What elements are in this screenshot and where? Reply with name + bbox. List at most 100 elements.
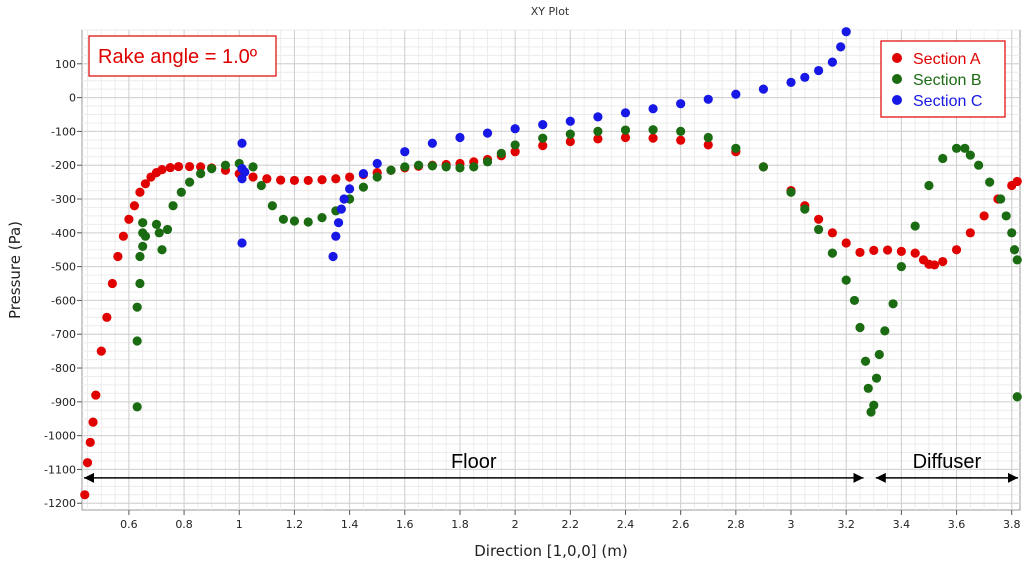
data-point: [132, 336, 142, 346]
data-point: [469, 162, 479, 172]
data-point: [278, 214, 288, 224]
data-point: [162, 224, 173, 235]
data-point: [138, 241, 148, 251]
data-point: [151, 219, 162, 229]
data-point: [871, 373, 882, 383]
data-point: [91, 390, 101, 400]
data-point: [827, 248, 838, 258]
x-tick-label: 2.4: [617, 518, 635, 531]
data-point: [841, 238, 851, 248]
legend: Section A Section B Section C: [880, 40, 1006, 118]
data-point: [882, 245, 893, 255]
data-point: [896, 262, 906, 272]
data-point: [676, 135, 686, 145]
data-point: [82, 458, 93, 468]
data-point: [538, 141, 548, 151]
data-point: [237, 138, 247, 148]
data-point: [132, 302, 142, 312]
data-point: [138, 218, 148, 228]
data-point: [758, 84, 769, 94]
data-point: [157, 245, 167, 255]
data-point: [184, 177, 195, 187]
legend-marker: [892, 95, 902, 105]
data-point: [620, 108, 631, 118]
y-tick-label: -600: [51, 294, 76, 307]
data-point: [118, 231, 128, 241]
x-tick-label: 0.6: [120, 518, 138, 531]
x-tick-label: 2.8: [727, 518, 745, 531]
data-point: [874, 349, 884, 360]
data-point: [1007, 228, 1017, 238]
data-point: [207, 163, 217, 174]
data-point: [176, 187, 186, 197]
data-point: [196, 162, 206, 172]
data-point: [565, 116, 575, 126]
data-point: [855, 247, 865, 258]
y-tick-label: 0: [69, 92, 76, 105]
data-point: [938, 153, 948, 164]
data-point: [827, 57, 838, 67]
data-point: [786, 77, 796, 87]
data-point: [1012, 255, 1022, 265]
data-point: [413, 160, 424, 170]
data-point: [441, 162, 451, 172]
data-point: [328, 251, 338, 262]
data-point: [129, 201, 140, 211]
data-point: [358, 169, 368, 179]
y-axis-ticks: 100 0 -100 -200 -300 -400 -500 -600 -700 -800 -900…: [44, 58, 82, 510]
data-point: [924, 180, 934, 191]
data-point: [814, 214, 824, 224]
data-point: [184, 161, 195, 172]
floor-label: Floor: [451, 451, 497, 473]
data-point: [358, 182, 368, 192]
data-point: [113, 251, 123, 262]
data-point: [289, 216, 300, 226]
floor-arrow-head-left: [84, 472, 94, 483]
data-point: [333, 218, 344, 228]
data-point: [85, 437, 95, 447]
data-point: [676, 126, 686, 137]
data-point: [482, 157, 493, 167]
data-point: [140, 231, 151, 241]
data-point: [317, 213, 327, 223]
legend-label: Section A: [913, 51, 981, 68]
y-tick-label: -200: [51, 159, 76, 172]
data-point: [289, 175, 300, 186]
x-tick-label: 0.8: [175, 518, 193, 531]
x-tick-label: 1.2: [286, 518, 304, 531]
data-point: [979, 211, 989, 221]
data-point: [427, 138, 437, 148]
y-tick-label: -400: [51, 227, 76, 240]
data-point: [814, 65, 824, 76]
data-point: [620, 132, 631, 143]
data-point: [400, 162, 410, 172]
data-point: [880, 326, 890, 336]
data-point: [135, 251, 145, 262]
x-tick-label: 3.8: [1003, 518, 1021, 531]
x-axis-title: Direction [1,0,0] (m): [474, 542, 628, 560]
x-tick-label: 3.2: [837, 518, 855, 531]
series-section-b: [132, 125, 1022, 417]
data-point: [1001, 211, 1011, 221]
legend-marker: [892, 74, 902, 84]
data-point: [676, 99, 686, 109]
y-tick-label: -1000: [44, 430, 76, 443]
x-tick-label: 3.4: [893, 518, 911, 531]
y-tick-label: 100: [55, 58, 76, 71]
data-point: [339, 194, 349, 204]
data-point: [869, 400, 879, 410]
x-axis-ticks: 0.6 0.8 1 1.2 1.4 1.6 1.8 2 2.2 2.4 2.6 2.8 3 3.2 3.4 3…: [120, 510, 1020, 531]
data-point: [786, 187, 796, 197]
y-tick-label: -800: [51, 362, 76, 375]
data-point: [400, 147, 410, 157]
data-point: [262, 174, 272, 184]
x-tick-label: 1: [236, 518, 243, 531]
data-point: [132, 402, 142, 412]
data-point: [248, 172, 258, 182]
data-point: [731, 89, 741, 99]
data-point: [648, 125, 658, 135]
data-point: [620, 125, 631, 135]
data-point: [841, 275, 851, 285]
data-point: [703, 140, 713, 150]
data-point: [849, 295, 860, 306]
